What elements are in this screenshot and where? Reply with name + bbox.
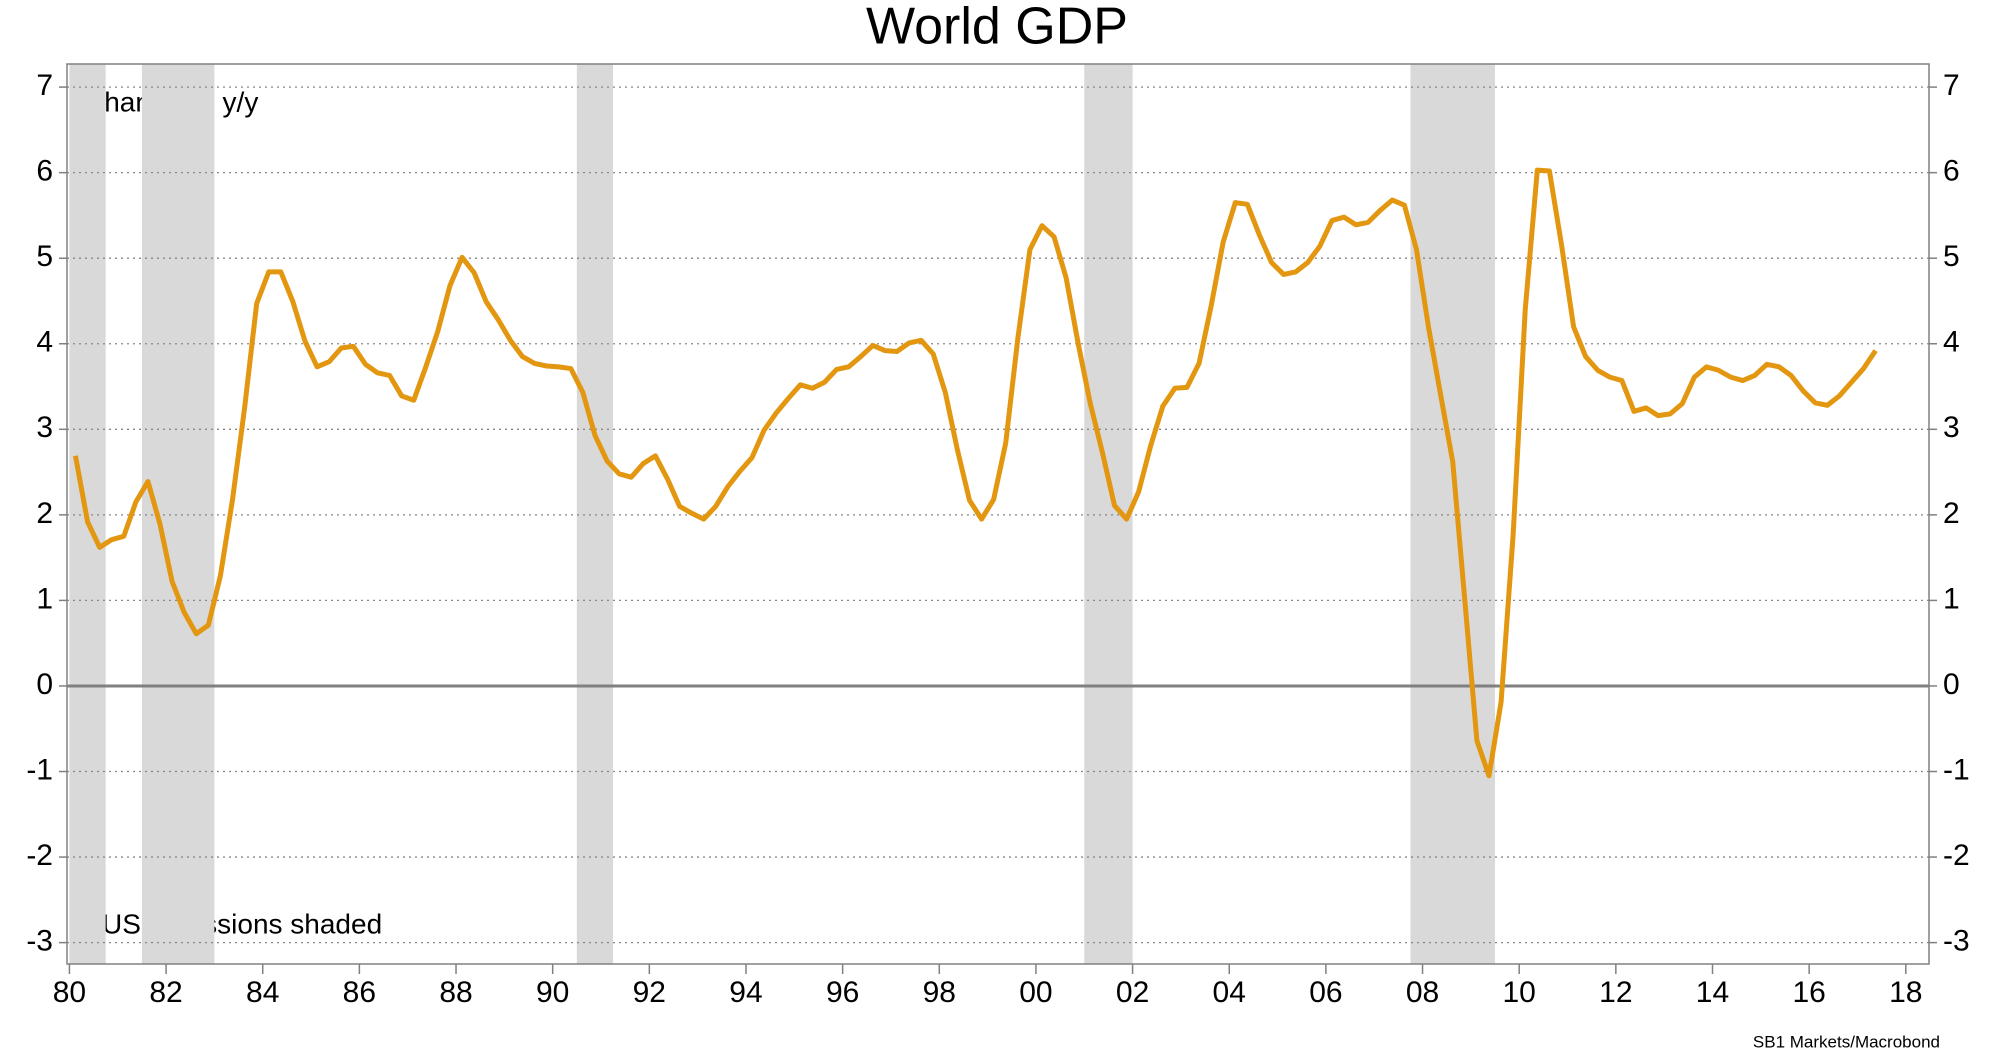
x-tick-label: 16 [1792,976,1825,1009]
y-tick-label: 7 [36,69,53,102]
y2-tick-label: 4 [1943,326,1960,359]
x-tick-label: 84 [246,976,279,1009]
y2-tick-label: 7 [1943,69,1960,102]
y2-tick-label: 0 [1943,668,1960,701]
y-tick-label: 1 [36,582,53,615]
y2-tick-label: 2 [1943,497,1960,530]
y-tick-label: -3 [26,925,53,958]
x-tick-label: 00 [1019,976,1052,1009]
plot-frame [66,63,1930,965]
y-tick-label: 3 [36,411,53,444]
y2-tick-label: 5 [1943,240,1960,273]
y2-tick-label: -3 [1943,925,1970,958]
x-tick-label: 14 [1696,976,1729,1009]
y2-tick-label: -2 [1943,839,1970,872]
y-tick-label: 4 [36,326,53,359]
x-tick-label: 04 [1213,976,1246,1009]
y-tick-label: -2 [26,839,53,872]
y-tick-label: 5 [36,240,53,273]
y2-tick-label: -1 [1943,753,1970,786]
x-tick-label: 12 [1599,976,1632,1009]
x-tick-label: 02 [1116,976,1149,1009]
x-tick-label: 10 [1503,976,1536,1009]
y-tick-label: 0 [36,668,53,701]
recession-band [576,64,614,964]
chart-title: World GDP [866,0,1128,56]
x-tick-label: 82 [149,976,182,1009]
x-tick-label: 88 [439,976,472,1009]
x-tick-label: 06 [1309,976,1342,1009]
x-tick-label: 80 [53,976,86,1009]
y2-tick-label: 3 [1943,411,1960,444]
data-line [73,167,1878,779]
x-tick-label: 92 [633,976,666,1009]
source: SB1 Markets/Macrobond [1753,1032,1940,1051]
recession-band [141,64,215,964]
y2-tick-label: 1 [1943,582,1960,615]
y2-tick-label: 6 [1943,155,1960,188]
x-tick-label: 08 [1406,976,1439,1009]
y-tick-label: -1 [26,753,53,786]
x-tick-label: 98 [923,976,956,1009]
x-tick-label: 18 [1889,976,1922,1009]
y-tick-label: 6 [36,155,53,188]
x-tick-label: 94 [729,976,762,1009]
recession-band [1410,64,1496,964]
x-tick-label: 96 [826,976,859,1009]
x-tick-label: 86 [343,976,376,1009]
x-tick-label: 90 [536,976,569,1009]
y-tick-label: 2 [36,497,53,530]
